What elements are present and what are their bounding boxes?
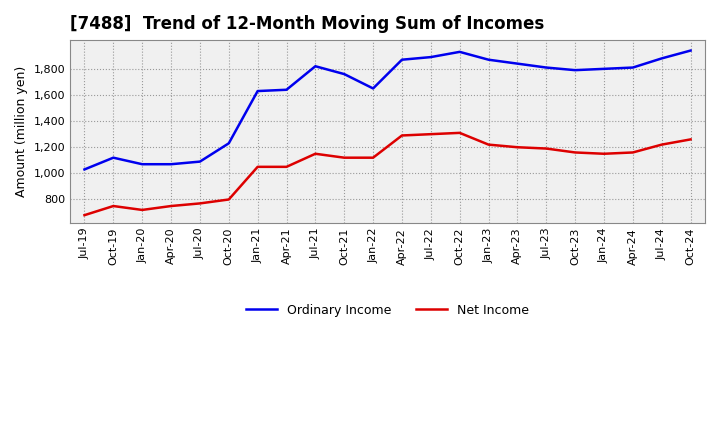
Net Income (167, 203, 176, 209)
Net Income (282, 164, 291, 169)
Net Income (109, 203, 117, 209)
Net Income (426, 132, 435, 137)
Net Income (196, 201, 204, 206)
Net Income (253, 164, 262, 169)
Ordinary Income (542, 65, 551, 70)
Ordinary Income (686, 48, 695, 53)
Net Income (485, 142, 493, 147)
Net Income (686, 137, 695, 142)
Ordinary Income (571, 67, 580, 73)
Ordinary Income (513, 61, 522, 66)
Ordinary Income (657, 56, 666, 61)
Ordinary Income (600, 66, 608, 71)
Net Income (455, 130, 464, 136)
Net Income (225, 197, 233, 202)
Ordinary Income (138, 161, 146, 167)
Legend: Ordinary Income, Net Income: Ordinary Income, Net Income (240, 299, 534, 322)
Ordinary Income (340, 71, 348, 77)
Ordinary Income (311, 64, 320, 69)
Ordinary Income (196, 159, 204, 164)
Net Income (600, 151, 608, 156)
Net Income (542, 146, 551, 151)
Ordinary Income (167, 161, 176, 167)
Net Income (138, 207, 146, 213)
Ordinary Income (225, 141, 233, 146)
Net Income (513, 145, 522, 150)
Net Income (571, 150, 580, 155)
Ordinary Income (80, 167, 89, 172)
Net Income (80, 213, 89, 218)
Ordinary Income (426, 55, 435, 60)
Y-axis label: Amount (million yen): Amount (million yen) (15, 66, 28, 197)
Line: Ordinary Income: Ordinary Income (84, 51, 690, 169)
Net Income (397, 133, 406, 138)
Net Income (629, 150, 637, 155)
Net Income (657, 142, 666, 147)
Ordinary Income (109, 155, 117, 160)
Ordinary Income (485, 57, 493, 62)
Net Income (369, 155, 377, 160)
Ordinary Income (253, 88, 262, 94)
Line: Net Income: Net Income (84, 133, 690, 215)
Ordinary Income (369, 86, 377, 91)
Ordinary Income (629, 65, 637, 70)
Ordinary Income (397, 57, 406, 62)
Ordinary Income (455, 49, 464, 55)
Net Income (311, 151, 320, 156)
Net Income (340, 155, 348, 160)
Ordinary Income (282, 87, 291, 92)
Text: [7488]  Trend of 12-Month Moving Sum of Incomes: [7488] Trend of 12-Month Moving Sum of I… (70, 15, 544, 33)
